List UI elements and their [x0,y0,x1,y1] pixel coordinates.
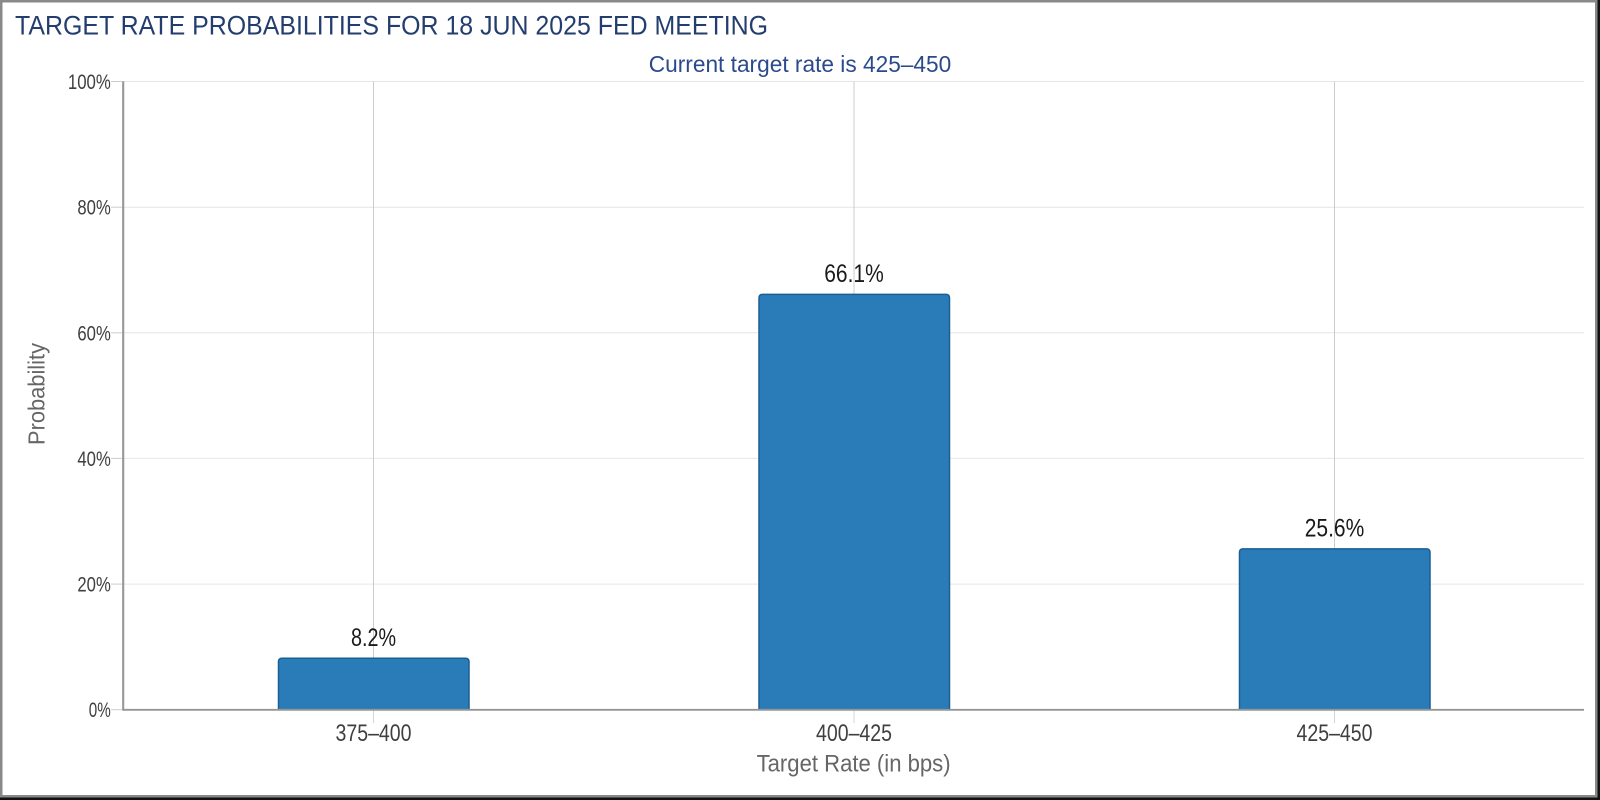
svg-text:Probability: Probability [23,343,49,445]
svg-text:Target Rate (in bps): Target Rate (in bps) [757,750,951,777]
svg-text:8.2%: 8.2% [351,624,396,652]
svg-text:TARGET RATE PROBABILITIES FOR: TARGET RATE PROBABILITIES FOR 18 JUN 202… [15,11,768,41]
svg-text:100%: 100% [68,71,111,94]
svg-text:80%: 80% [77,197,110,220]
svg-text:20%: 20% [77,574,110,597]
svg-text:400–425: 400–425 [816,720,892,747]
svg-text:425–450: 425–450 [1297,720,1373,747]
svg-text:60%: 60% [77,322,110,345]
svg-text:25.6%: 25.6% [1305,515,1365,543]
svg-text:0%: 0% [89,699,111,722]
svg-text:66.1%: 66.1% [824,260,884,288]
svg-text:375–400: 375–400 [336,720,412,747]
svg-text:40%: 40% [77,448,110,471]
svg-text:Current target rate is 425–450: Current target rate is 425–450 [649,51,952,77]
